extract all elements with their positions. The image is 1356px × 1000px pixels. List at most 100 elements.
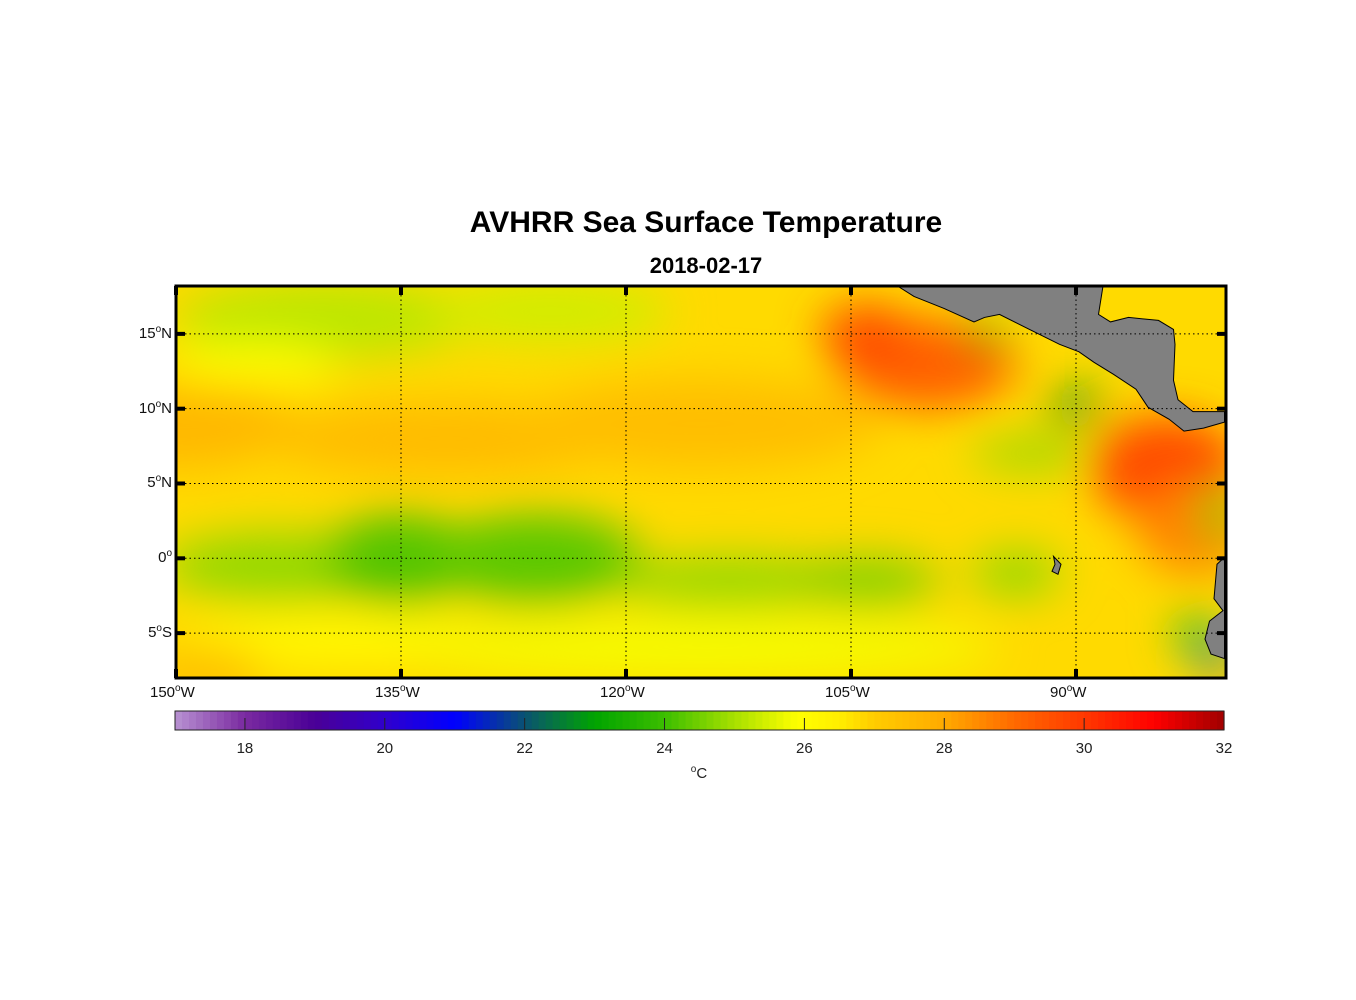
lat-tick-label: 0o [158, 548, 172, 567]
colorbar-swatch [895, 711, 903, 730]
colorbar-swatch [741, 711, 750, 730]
sst-anomaly-patch [401, 618, 1001, 678]
colorbar-swatch [888, 711, 896, 730]
lon-tick-label: 135oW [375, 683, 420, 701]
colorbar-swatch [979, 711, 987, 730]
colorbar-swatch [1084, 711, 1092, 730]
colorbar-swatch [776, 711, 785, 730]
colorbar-swatch [874, 711, 882, 730]
colorbar-swatch [181, 711, 190, 730]
colorbar-swatch [643, 711, 652, 730]
lon-tick-label: 150oW [150, 683, 195, 701]
colorbar-swatch [1098, 711, 1106, 730]
colorbar-swatch [440, 711, 449, 730]
colorbar-swatch [958, 711, 966, 730]
sst-anomaly-patch [176, 286, 476, 357]
colorbar-swatch [1105, 711, 1113, 730]
colorbar-unit-label: oC [690, 764, 708, 782]
colorbar-swatch [398, 711, 407, 730]
colorbar-swatch [1063, 711, 1071, 730]
colorbar-swatch [993, 711, 1001, 730]
colorbar-swatch [846, 711, 854, 730]
colorbar-swatch [328, 711, 337, 730]
sst-anomaly-patch [971, 550, 1061, 596]
colorbar-swatch [790, 711, 799, 730]
colorbar-swatch [734, 711, 743, 730]
colorbar-swatch [272, 711, 281, 730]
colorbar-swatch [209, 711, 218, 730]
colorbar-swatch [930, 711, 938, 730]
colorbar-swatch [972, 711, 980, 730]
lon-tick-label: 90oW [1050, 683, 1087, 701]
colorbar-swatch [202, 711, 211, 730]
lon-tick-label: 120oW [600, 683, 645, 701]
colorbar-swatch [965, 711, 973, 730]
colorbar-swatch [475, 711, 484, 730]
colorbar-swatch [1126, 711, 1134, 730]
colorbar-swatch [909, 711, 917, 730]
colorbar-swatch [811, 711, 819, 730]
colorbar-swatch [433, 711, 442, 730]
map-frame [174, 284, 1228, 680]
colorbar-swatch [468, 711, 477, 730]
colorbar-swatch [755, 711, 764, 730]
colorbar-swatch [335, 711, 344, 730]
colorbar-swatch [363, 711, 372, 730]
colorbar-swatch [1049, 711, 1057, 730]
colorbar-tick-label: 28 [935, 740, 953, 757]
land-mass [1051, 554, 1062, 576]
colorbar-swatch [1021, 711, 1029, 730]
colorbar-swatch [748, 711, 757, 730]
colorbar-swatch [1203, 711, 1211, 730]
sst-anomaly-patch [971, 438, 1091, 469]
colorbar-swatch [356, 711, 365, 730]
colorbar-swatch [1154, 711, 1162, 730]
colorbar-swatch [1140, 711, 1148, 730]
colorbar-swatch [825, 711, 833, 730]
colorbar-swatch [1161, 711, 1169, 730]
colorbar-swatch [1147, 711, 1155, 730]
sst-anomaly-patch [521, 378, 881, 469]
colorbar-swatch [853, 711, 861, 730]
colorbar-swatch [797, 711, 805, 730]
colorbar-swatch [1119, 711, 1127, 730]
colorbar-swatch [188, 711, 197, 730]
sst-anomaly-patch [791, 558, 941, 604]
colorbar-swatch [601, 711, 610, 730]
colorbar-swatch [517, 711, 526, 730]
colorbar-swatch [671, 711, 680, 730]
colorbar-swatch [986, 711, 994, 730]
colorbar-swatch [258, 711, 267, 730]
colorbar-swatch [405, 711, 414, 730]
colorbar-swatch [804, 711, 812, 730]
colorbar-swatch [538, 711, 547, 730]
colorbar-swatch [832, 711, 840, 730]
sst-anomaly-patch [1136, 483, 1226, 574]
colorbar-swatch [944, 711, 952, 730]
colorbar-swatch [573, 711, 582, 730]
colorbar-swatch [1007, 711, 1015, 730]
colorbar-swatch [391, 711, 400, 730]
colorbar-swatch [496, 711, 505, 730]
colorbar-swatch [370, 711, 379, 730]
colorbar-swatch [223, 711, 232, 730]
lat-tick-label: 10oN [138, 398, 172, 417]
colorbar-swatch [615, 711, 624, 730]
colorbar-swatch [636, 711, 645, 730]
sst-anomaly-patch [176, 648, 266, 678]
colorbar-swatch [286, 711, 295, 730]
colorbar-swatch [559, 711, 568, 730]
colorbar-swatch [489, 711, 498, 730]
colorbar-swatch [461, 711, 470, 730]
colorbar-swatch [1189, 711, 1197, 730]
colorbar-swatch [377, 711, 386, 730]
sst-anomaly-patch [1203, 483, 1226, 544]
colorbar-swatch [419, 711, 428, 730]
colorbar-tick-label: 18 [236, 740, 254, 757]
colorbar-swatch [342, 711, 351, 730]
colorbar-swatch [251, 711, 260, 730]
lat-tick-label: 5oS [148, 623, 172, 642]
colorbar-swatch [237, 711, 246, 730]
colorbar-tick-label: 24 [656, 740, 673, 757]
colorbar-swatch [349, 711, 358, 730]
